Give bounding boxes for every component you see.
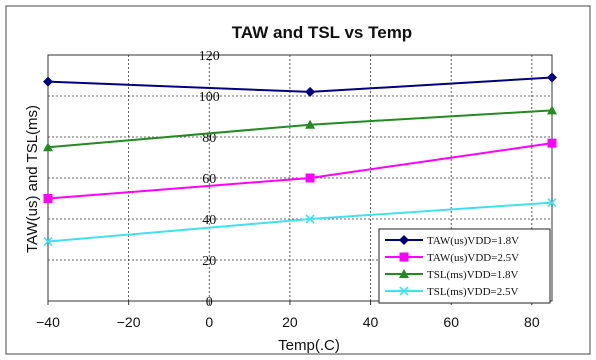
y-tick-label: 80 [202,131,216,146]
chart-title: TAW and TSL vs Temp [232,23,412,42]
y-tick-label: 100 [199,90,220,105]
x-tick-label: 60 [443,314,459,330]
series-2-point [43,194,53,203]
y-tick-label: 0 [206,295,213,310]
x-tick-label: 20 [282,314,298,330]
x-axis-title: Temp(.C) [278,337,340,354]
series-3-point [305,119,316,129]
legend-label: TSL(ms)VDD=1.8V [427,269,519,281]
y-tick-label: 60 [202,172,216,187]
legend-marker [399,235,409,245]
y-tick-label: 120 [199,49,220,64]
series-4-point [305,214,315,224]
y-axis-title: TAW(us) and TSL(ms) [24,105,41,253]
legend-label: TAW(us)VDD=2.5V [427,252,519,264]
legend-label: TAW(us)VDD=1.8V [427,235,519,247]
legend-marker [399,252,409,262]
series-2-point [547,138,557,148]
legend-label: TSL(ms)VDD=2.5V [427,286,519,298]
series-4-point [547,198,557,208]
series-1-point [305,86,316,97]
legend-marker [399,286,409,296]
series-2-point [305,173,315,183]
x-tick-label: −20 [117,314,141,330]
y-tick-label: 40 [202,213,216,228]
x-tick-label: 40 [363,314,379,330]
x-tick-label: 80 [524,314,540,330]
series-1-point [547,72,557,83]
x-tick-label: 0 [205,314,213,330]
series-3-point [547,105,557,115]
plot-area: −40 −20 0 20 40 60 80 0 20 40 60 80 100 120 TAW(us)VDD… [36,49,557,330]
series-3-point [43,142,53,152]
series-4-point [43,236,53,247]
legend-marker [399,269,409,278]
series-1-point [43,76,53,87]
x-tick-label: −40 [36,314,60,330]
y-tick-label: 20 [202,254,216,269]
